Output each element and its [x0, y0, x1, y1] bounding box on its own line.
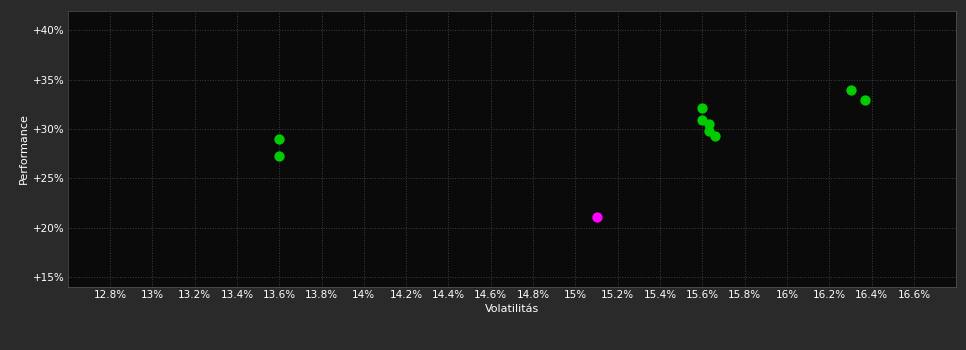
Point [589, 214, 605, 220]
Point [707, 133, 723, 139]
Point [271, 136, 287, 142]
Point [271, 153, 287, 159]
Point [695, 105, 710, 111]
X-axis label: Volatilitás: Volatilitás [485, 304, 539, 314]
Point [701, 128, 717, 134]
Point [842, 87, 858, 92]
Y-axis label: Performance: Performance [19, 113, 29, 184]
Point [701, 121, 717, 127]
Point [695, 117, 710, 123]
Point [858, 98, 873, 103]
